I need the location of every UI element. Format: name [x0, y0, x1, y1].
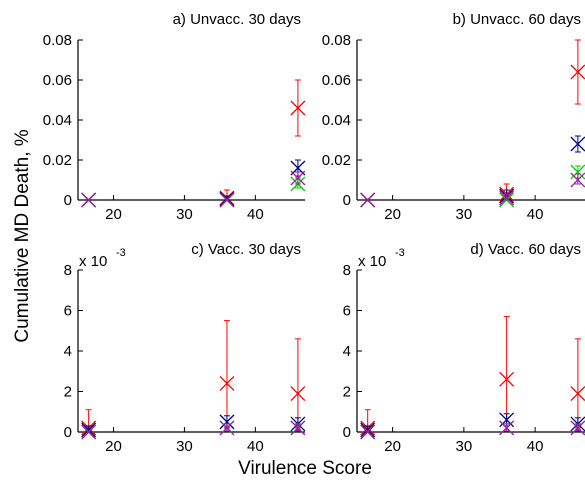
data-point: [219, 191, 235, 207]
y-tick-label: 0.04: [322, 112, 351, 129]
panel-title: c) Vacc. 30 days: [191, 241, 301, 258]
x-tick-label: 20: [384, 438, 401, 455]
panel-3: 0 2 4 6 8 20 30 40 c) Vacc. 30 days x 10 -3: [64, 241, 306, 455]
y-tick-label: 0.06: [322, 72, 351, 89]
data-point: [499, 420, 515, 436]
y-tick-label: 6: [343, 303, 351, 320]
data-point: [499, 371, 515, 387]
y-tick-label: 8: [64, 262, 72, 279]
data-point: [219, 414, 235, 430]
data-point: [570, 420, 585, 436]
data-point: [290, 420, 306, 436]
y-tick-label: 4: [64, 343, 72, 360]
panel-title: b) Unvacc. 60 days: [453, 11, 581, 28]
data-point: [290, 170, 306, 186]
data-point: [360, 422, 376, 438]
data-point: [570, 164, 585, 180]
y-tick-label: 0: [64, 192, 72, 209]
panel-title: d) Vacc. 60 days: [470, 241, 581, 258]
x-tick-label: 20: [105, 438, 122, 455]
panel-title: a) Unvacc. 30 days: [173, 11, 301, 28]
data-point: [570, 172, 585, 188]
data-point: [290, 386, 306, 401]
data-point: [499, 190, 515, 206]
y-tick-label: 4: [343, 343, 351, 360]
data-point: [570, 64, 585, 80]
data-point: [81, 192, 97, 208]
x-tick-label: 40: [247, 206, 264, 223]
y-tick-label: 0: [343, 424, 351, 441]
x-tick-label: 40: [527, 206, 544, 223]
x-tick-label: 20: [384, 206, 401, 223]
panel-4: 0 2 4 6 8 20 30 40 d) Vacc. 60 days x 10 -3: [343, 241, 585, 455]
panel-1: 0 0.02 0.04 0.06 0.08 20 30 40 a) Unvacc. 30 day…: [43, 11, 306, 223]
x-tick-label: 40: [247, 438, 264, 455]
y-tick-label: 2: [64, 384, 72, 401]
data-point: [570, 136, 585, 152]
x-tick-label: 30: [456, 206, 473, 223]
x-tick-label: 30: [176, 206, 193, 223]
x-axis-label: Virulence Score: [238, 458, 372, 479]
data-point: [290, 100, 306, 116]
y-tick-label: 0.02: [43, 152, 72, 169]
y-tick-label: 0.08: [322, 32, 351, 49]
data-point: [570, 386, 585, 401]
y-axis-label: Cumulative MD Death, %: [12, 129, 33, 342]
data-point: [219, 192, 235, 208]
y-tick-label: 2: [343, 384, 351, 401]
data-point: [360, 192, 376, 208]
x-tick-label: 30: [456, 438, 473, 455]
axis-multiplier: x 10: [358, 253, 386, 270]
x-tick-label: 20: [105, 206, 122, 223]
data-point: [81, 424, 97, 440]
data-point: [499, 412, 515, 428]
panel-2: 0 0.02 0.04 0.06 0.08 20 30 40 b) Unvacc. 60 day…: [322, 11, 585, 223]
axis-multiplier-exponent: -3: [395, 247, 405, 259]
data-point: [360, 424, 376, 440]
y-tick-label: 0: [64, 424, 72, 441]
data-point: [219, 420, 235, 436]
y-tick-label: 8: [343, 262, 351, 279]
x-tick-label: 30: [176, 438, 193, 455]
axis-multiplier: x 10: [79, 253, 107, 270]
data-point: [219, 375, 235, 391]
y-tick-label: 6: [64, 303, 72, 320]
data-point: [81, 422, 97, 438]
y-tick-label: 0.06: [43, 72, 72, 89]
x-tick-label: 40: [527, 438, 544, 455]
y-tick-label: 0.08: [43, 32, 72, 49]
y-tick-label: 0: [343, 192, 351, 209]
y-tick-label: 0.04: [43, 112, 72, 129]
axis-multiplier-exponent: -3: [116, 247, 126, 259]
y-tick-label: 0.02: [322, 152, 351, 169]
